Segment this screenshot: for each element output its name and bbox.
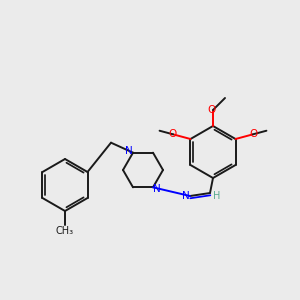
- Text: N: N: [182, 191, 190, 201]
- Text: O: O: [208, 105, 216, 115]
- Text: N: N: [125, 146, 133, 156]
- Text: N: N: [153, 184, 161, 194]
- Text: O: O: [250, 129, 258, 139]
- Text: O: O: [168, 129, 176, 139]
- Text: CH₃: CH₃: [56, 226, 74, 236]
- Text: H: H: [213, 191, 221, 201]
